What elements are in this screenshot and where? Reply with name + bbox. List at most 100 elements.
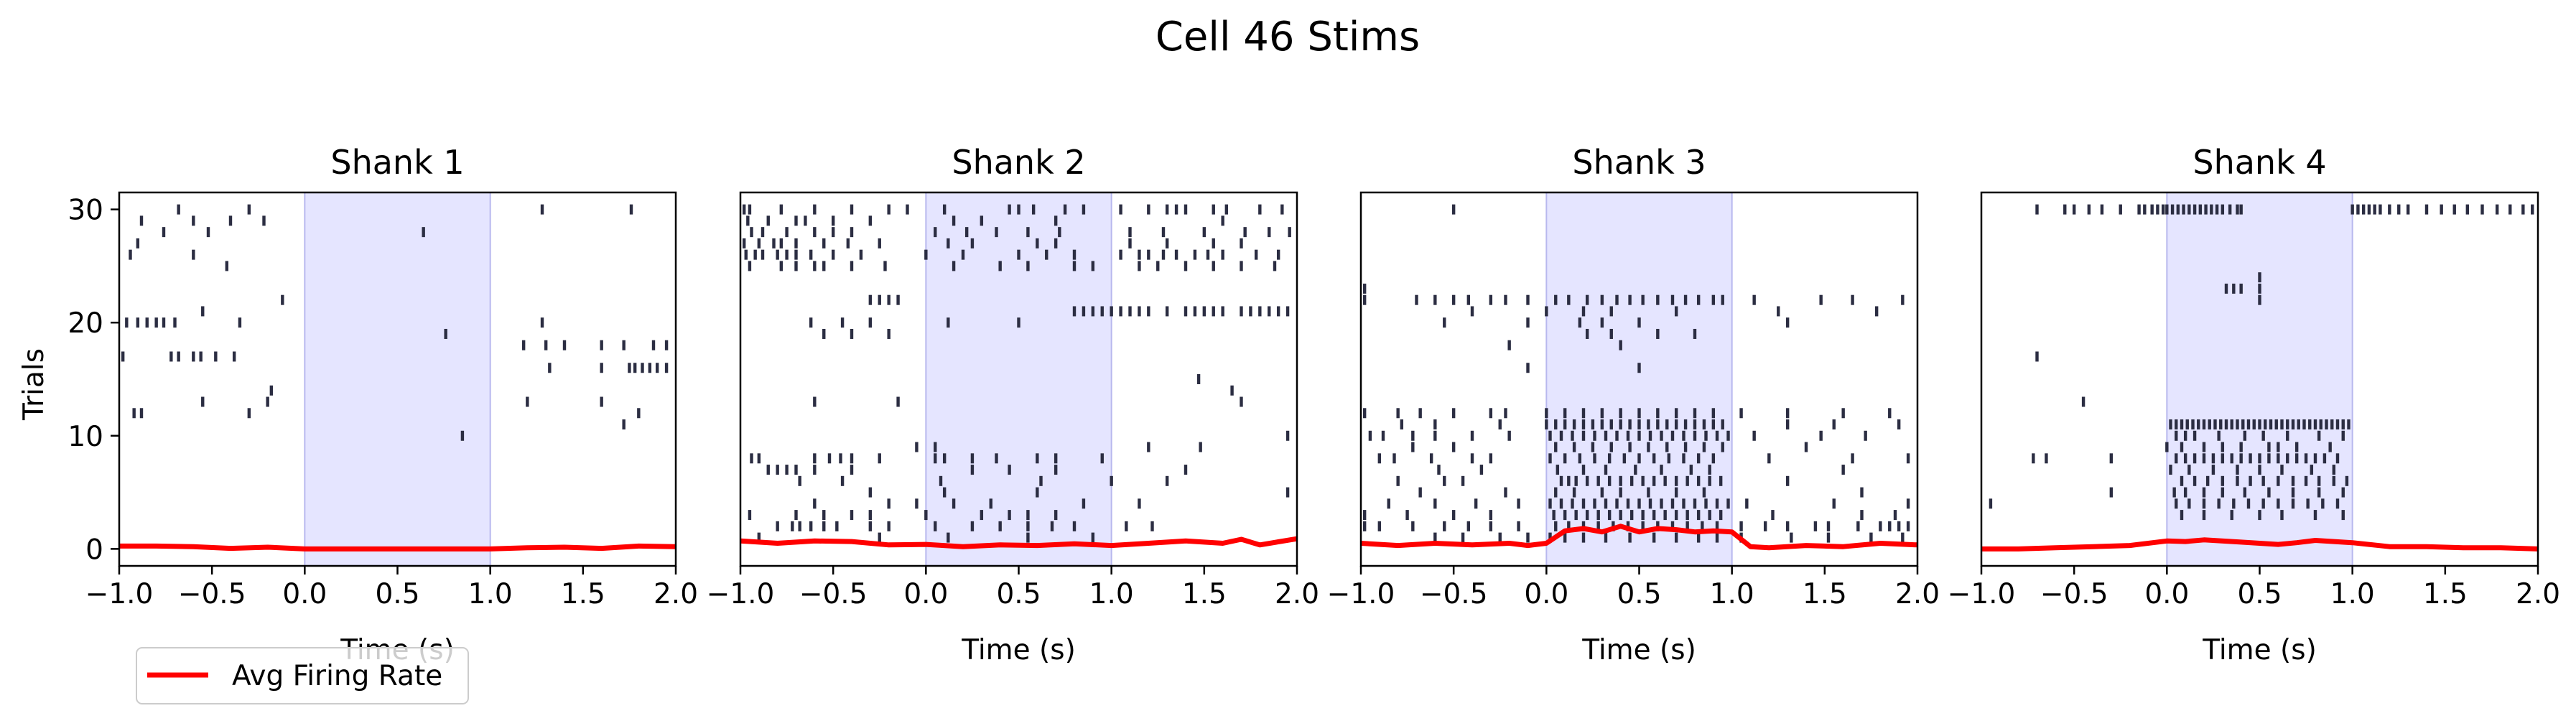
spike-mark	[1593, 430, 1596, 441]
spike-mark	[846, 238, 850, 248]
spike-mark	[2221, 453, 2225, 464]
stim-window	[304, 192, 491, 567]
spike-mark	[1567, 294, 1571, 305]
spike-mark	[2341, 487, 2345, 498]
x-tick-label: 1.0	[1710, 578, 1754, 610]
spike-mark	[648, 363, 652, 373]
spike-mark	[1585, 294, 1589, 305]
spike-mark	[2187, 204, 2191, 215]
spike-mark	[1637, 498, 1641, 509]
panel-title: Shank 2	[952, 143, 1085, 182]
spike-mark	[1054, 238, 1058, 248]
spike-mark	[1147, 249, 1150, 260]
spike-mark	[906, 204, 909, 215]
spike-mark	[2205, 475, 2210, 486]
spike-mark	[779, 261, 784, 271]
spike-mark	[629, 204, 633, 215]
spike-mark	[748, 204, 752, 215]
spike-mark	[1648, 430, 1652, 441]
spike-mark	[1054, 453, 1058, 464]
spike-mark	[813, 453, 817, 464]
spike-mark	[2219, 419, 2223, 430]
spike-mark	[1433, 419, 1437, 430]
spike-mark	[1526, 317, 1530, 328]
spike-mark	[2335, 453, 2340, 464]
spike-mark	[1841, 408, 1845, 419]
spike-mark	[2317, 487, 2321, 498]
spike-mark	[1619, 340, 1622, 350]
y-tick-label: 10	[68, 421, 103, 453]
spike-mark	[868, 317, 873, 328]
spike-mark	[1685, 510, 1689, 521]
spike-mark	[850, 453, 854, 464]
spike-mark	[2119, 204, 2122, 215]
spike-mark	[1593, 453, 1596, 464]
spike-mark	[1851, 453, 1854, 464]
spike-mark	[753, 249, 757, 260]
spike-mark	[952, 215, 956, 226]
spike-mark	[1693, 328, 1697, 339]
spike-mark	[633, 363, 637, 373]
spike-mark	[2210, 204, 2213, 215]
spike-mark	[2267, 453, 2271, 464]
spike-mark	[1039, 475, 1043, 486]
spike-mark	[1790, 532, 1793, 543]
spike-mark	[2161, 204, 2165, 215]
spike-mark	[1656, 419, 1660, 430]
spike-mark	[1418, 487, 1422, 498]
spike-mark	[1433, 294, 1437, 305]
spike-mark	[2213, 419, 2217, 430]
spike-mark	[2373, 204, 2376, 215]
spike-mark	[177, 204, 180, 215]
spike-mark	[162, 227, 166, 238]
spike-mark	[1498, 419, 1502, 430]
spike-mark	[2193, 475, 2197, 486]
spike-mark	[1693, 498, 1697, 509]
spike-mark	[2274, 419, 2278, 430]
spike-mark	[1596, 475, 1600, 486]
spike-mark	[1656, 294, 1660, 305]
spike-mark	[1017, 317, 1020, 328]
spike-mark	[980, 510, 984, 521]
spike-mark	[2180, 510, 2184, 521]
spike-mark	[1554, 294, 1558, 305]
spike-mark	[942, 204, 947, 215]
spike-mark	[2193, 204, 2197, 215]
spike-mark	[2045, 453, 2048, 464]
spike-mark	[2508, 204, 2512, 215]
spike-mark	[1663, 510, 1667, 521]
spike-mark	[2291, 498, 2295, 509]
spike-mark	[952, 498, 956, 509]
spike-mark	[947, 532, 950, 543]
spike-mark	[641, 363, 644, 373]
spike-mark	[2193, 430, 2197, 441]
spike-mark	[1563, 453, 1567, 464]
y-axis-label: Trials	[18, 348, 50, 421]
spike-mark	[989, 498, 992, 509]
spike-mark	[766, 215, 770, 226]
spike-mark	[2258, 510, 2261, 521]
spike-mark	[2264, 419, 2267, 430]
spike-mark	[1652, 510, 1656, 521]
spike-mark	[995, 453, 998, 464]
spike-mark	[1110, 306, 1113, 317]
spike-mark	[1451, 510, 1456, 521]
x-tick-label: 2.0	[1275, 578, 1319, 610]
spike-mark	[2175, 430, 2178, 441]
spike-mark	[798, 521, 801, 531]
spike-mark	[822, 510, 826, 521]
spike-mark	[1381, 430, 1385, 441]
spike-mark	[2313, 419, 2317, 430]
x-tick-label: 0.0	[903, 578, 948, 610]
spike-mark	[1574, 475, 1578, 486]
spike-mark	[970, 453, 975, 464]
spike-mark	[776, 465, 779, 475]
spike-mark	[2035, 351, 2039, 362]
spike-mark	[2165, 442, 2169, 452]
spike-mark	[228, 215, 233, 226]
spike-mark	[1596, 510, 1600, 521]
spike-mark	[2258, 283, 2261, 294]
spike-mark	[1619, 408, 1622, 419]
spike-mark	[1212, 306, 1215, 317]
spike-mark	[1072, 521, 1077, 531]
